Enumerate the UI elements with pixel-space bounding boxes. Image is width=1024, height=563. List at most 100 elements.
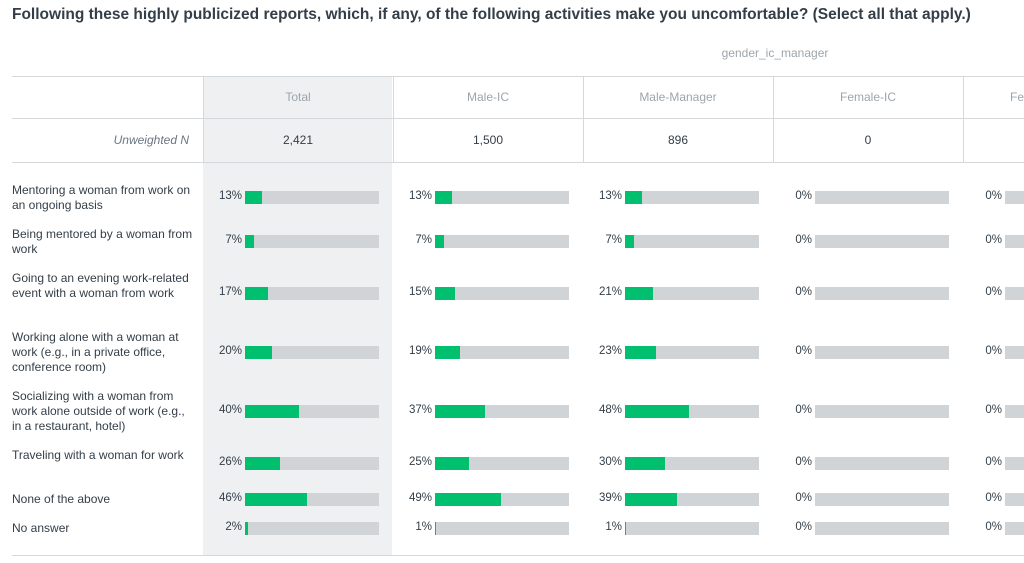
bar-track [435, 493, 569, 506]
bar-track [245, 346, 379, 359]
percent-label: 37% [408, 404, 432, 416]
percent-label: 17% [218, 286, 242, 298]
percent-label: 0% [985, 190, 1002, 202]
bar-track [1005, 191, 1024, 204]
group-label: gender_ic_manager [721, 46, 829, 60]
percent-label: 0% [985, 456, 1002, 468]
table-divider [12, 162, 1024, 163]
percent-label: 23% [598, 345, 622, 357]
bar-track [245, 457, 379, 470]
bar-track [815, 346, 949, 359]
percent-label: 19% [408, 345, 432, 357]
percent-label: 0% [795, 492, 812, 504]
row-label: None of the above [12, 492, 111, 506]
percent-label: 1% [605, 521, 622, 533]
percent-label: 13% [218, 190, 242, 202]
unweighted-n-value: 896 [667, 133, 689, 147]
bar-fill [625, 287, 654, 300]
percent-label: 26% [218, 456, 242, 468]
bar-track [245, 287, 379, 300]
bar-fill [245, 522, 248, 535]
table-divider [12, 76, 1024, 77]
bar-track [245, 191, 379, 204]
percent-label: 7% [225, 234, 242, 246]
percent-label: 48% [598, 404, 622, 416]
column-header[interactable]: Fe [1010, 90, 1024, 104]
bar-track [815, 405, 949, 418]
bar-track [435, 405, 569, 418]
unweighted-n-value: 1,500 [472, 133, 504, 147]
percent-label: 1% [415, 521, 432, 533]
bar-fill [435, 346, 461, 359]
bar-track [1005, 457, 1024, 470]
bar-track [1005, 235, 1024, 248]
bar-track [625, 493, 759, 506]
bar-track [625, 191, 759, 204]
bar-track [1005, 346, 1024, 359]
percent-label: 7% [605, 234, 622, 246]
question-title: Following these highly publicized report… [12, 6, 971, 23]
row-label: Working alone with a woman at work (e.g.… [12, 330, 179, 374]
bar-fill [625, 493, 678, 506]
percent-label: 0% [985, 404, 1002, 416]
bar-fill [435, 191, 453, 204]
bar-fill [435, 235, 445, 248]
column-divider [583, 76, 584, 162]
unweighted-n-value: 0 [864, 133, 872, 147]
percent-label: 2% [225, 521, 242, 533]
bar-track [435, 522, 569, 535]
bar-track [435, 287, 569, 300]
bar-track [245, 235, 379, 248]
bar-track [625, 235, 759, 248]
percent-label: 40% [218, 404, 242, 416]
bar-fill [625, 346, 656, 359]
column-header[interactable]: Total [285, 90, 311, 104]
bar-fill [435, 405, 485, 418]
percent-label: 49% [408, 492, 432, 504]
column-header[interactable]: Female-IC [839, 90, 896, 104]
percent-label: 0% [795, 345, 812, 357]
percent-label: 13% [408, 190, 432, 202]
percent-label: 0% [795, 404, 812, 416]
column-divider [773, 76, 774, 162]
bar-fill [625, 191, 643, 204]
bar-fill [245, 405, 299, 418]
bar-fill [245, 287, 268, 300]
bar-fill [625, 457, 666, 470]
bar-track [815, 191, 949, 204]
row-label: No answer [12, 521, 70, 535]
column-divider [393, 76, 394, 162]
row-label: Going to an evening work-related event w… [12, 271, 189, 300]
bar-track [245, 522, 379, 535]
row-label: Traveling with a woman for work [12, 448, 184, 462]
bar-fill [435, 493, 501, 506]
bar-track [435, 457, 569, 470]
bar-track [815, 235, 949, 248]
bar-track [1005, 405, 1024, 418]
bar-fill [435, 522, 437, 535]
column-header[interactable]: Male-Manager [639, 90, 717, 104]
bar-fill [245, 235, 255, 248]
percent-label: 0% [795, 521, 812, 533]
bar-fill [625, 405, 690, 418]
bar-track [815, 493, 949, 506]
percent-label: 0% [795, 234, 812, 246]
percent-label: 0% [795, 286, 812, 298]
percent-label: 25% [408, 456, 432, 468]
column-header[interactable]: Male-IC [466, 90, 509, 104]
bar-track [1005, 287, 1024, 300]
percent-label: 0% [795, 456, 812, 468]
row-label: Mentoring a woman from work on an ongoin… [12, 183, 191, 212]
bar-fill [245, 457, 280, 470]
bar-fill [435, 457, 469, 470]
row-label: Socializing with a woman from work alone… [12, 389, 185, 433]
percent-label: 30% [598, 456, 622, 468]
bar-track [435, 191, 569, 204]
bar-track [435, 346, 569, 359]
percent-label: 7% [415, 234, 432, 246]
bar-track [625, 405, 759, 418]
bar-track [625, 522, 759, 535]
bar-fill [245, 191, 263, 204]
unweighted-n-value: 2,421 [282, 133, 314, 147]
bar-track [245, 493, 379, 506]
